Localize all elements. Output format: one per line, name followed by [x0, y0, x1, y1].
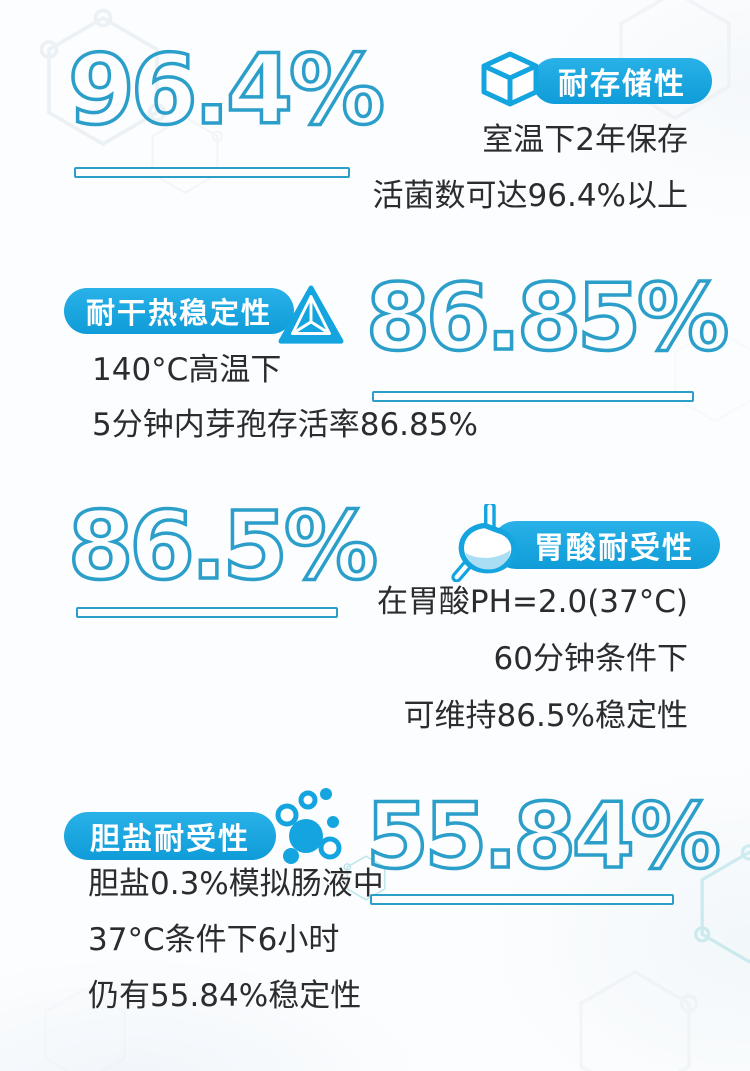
detail-lines-bile: 胆盐0.3%模拟肠液中 37°C条件下6小时 仍有55.84%稳定性	[88, 866, 384, 1014]
hexagon-molecule-icon	[579, 969, 699, 1071]
stat-value-dry-heat: 86.85%	[364, 264, 731, 371]
detail-lines-gastric: 在胃酸PH=2.0(37°C) 60分钟条件下 可维持86.5%稳定性	[377, 584, 688, 734]
stat-underline	[372, 391, 694, 402]
badge-bile-salt: 胆盐耐受性	[64, 788, 344, 872]
detail-line: 140°C高温下	[92, 352, 282, 388]
badge-pill: 胃酸耐受性	[492, 521, 720, 569]
badge-gastric-acid: 胃酸耐受性	[446, 501, 720, 586]
detail-line: 37°C条件下6小时	[88, 922, 340, 958]
stat-underline	[370, 894, 674, 905]
detail-line: 在胃酸PH=2.0(37°C)	[376, 584, 688, 620]
stat-value-bile: 55.84%	[364, 784, 722, 889]
detail-line: 室温下2年保存	[482, 122, 688, 158]
stat-underline	[76, 607, 338, 618]
molecule-icon	[264, 784, 344, 872]
detail-lines-dry-heat: 140°C高温下 5分钟内芽孢存活率86.85%	[92, 352, 478, 443]
detail-lines-storage: 室温下2年保存 活菌数可达96.4%以上	[373, 122, 688, 214]
badge-label: 耐干热稳定性	[86, 296, 273, 330]
stat-underline	[74, 167, 350, 178]
badge-label: 胃酸耐受性	[534, 531, 694, 566]
detail-line: 胆盐0.3%模拟肠液中	[88, 866, 384, 902]
detail-line: 可维持86.5%稳定性	[403, 698, 688, 734]
badge-storage: 耐存储性	[478, 50, 712, 112]
pyramid-icon	[278, 285, 344, 353]
detail-line: 仍有55.84%稳定性	[88, 978, 362, 1014]
badge-label: 胆盐耐受性	[90, 822, 250, 857]
stat-value-storage: 96.4%	[66, 34, 387, 146]
detail-line: 活菌数可达96.4%以上	[372, 178, 688, 214]
detail-line: 60分钟条件下	[493, 641, 688, 677]
cube-icon	[478, 50, 542, 112]
stomach-icon	[446, 501, 524, 586]
detail-line: 5分钟内芽孢存活率86.85%	[92, 407, 478, 443]
stat-value-gastric: 86.5%	[66, 492, 380, 601]
badge-label: 耐存储性	[558, 67, 686, 102]
badge-dry-heat: 耐干热稳定性	[64, 285, 344, 353]
badge-pill: 胆盐耐受性	[64, 812, 276, 860]
badge-pill: 耐干热稳定性	[64, 288, 295, 334]
badge-pill: 耐存储性	[532, 58, 712, 104]
